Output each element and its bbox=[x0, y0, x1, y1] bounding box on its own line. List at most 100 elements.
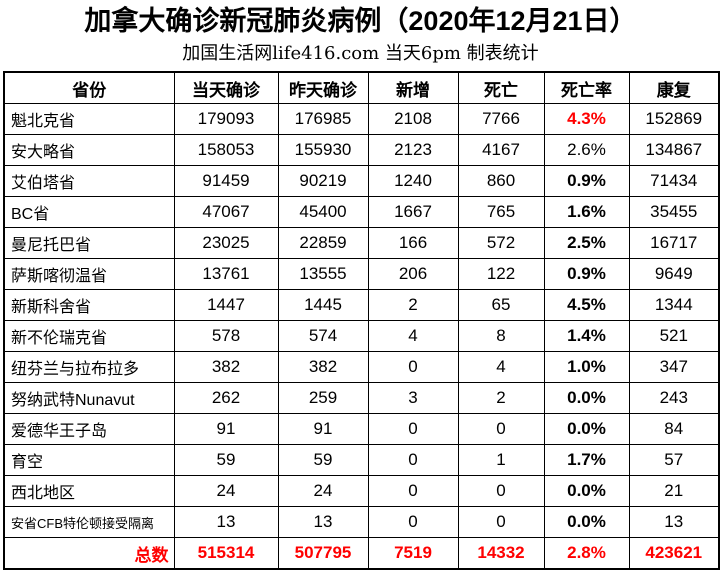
yesterday-confirmed-cell: 382 bbox=[277, 351, 369, 383]
today-confirmed-cell: 1447 bbox=[173, 289, 279, 321]
table-row: 曼尼托巴省 23025 22859 166 572 2.5% 16717 bbox=[3, 227, 720, 259]
death-rate-cell: 2.6% bbox=[543, 134, 630, 166]
province-cell: 西北地区 bbox=[3, 475, 175, 507]
table-body: 魁北克省 179093 176985 2108 7766 4.3% 152869 安大略省 15… bbox=[3, 103, 720, 570]
page-subtitle: 加国生活网life416.com 当天6pm 制表统计 bbox=[182, 43, 539, 64]
new-cases-cell: 1667 bbox=[367, 196, 459, 228]
today-confirmed-cell: 91459 bbox=[173, 165, 279, 197]
deaths-cell: 7766 bbox=[457, 103, 545, 135]
table-row: 纽芬兰与拉布拉多 382 382 0 4 1.0% 347 bbox=[3, 351, 720, 383]
total-today-confirmed-cell: 515314 bbox=[173, 537, 279, 570]
recovered-cell: 35455 bbox=[628, 196, 720, 228]
today-confirmed-cell: 179093 bbox=[173, 103, 279, 135]
yesterday-confirmed-cell: 259 bbox=[277, 382, 369, 414]
new-cases-cell: 2 bbox=[367, 289, 459, 321]
new-cases-cell: 166 bbox=[367, 227, 459, 259]
deaths-cell: 8 bbox=[457, 320, 545, 352]
province-cell: 安大略省 bbox=[3, 134, 175, 166]
table-row: 育空 59 59 0 1 1.7% 57 bbox=[3, 444, 720, 476]
today-confirmed-cell: 262 bbox=[173, 382, 279, 414]
deaths-cell: 572 bbox=[457, 227, 545, 259]
deaths-cell: 0 bbox=[457, 413, 545, 445]
recovered-cell: 71434 bbox=[628, 165, 720, 197]
province-cell: 安省CFB特伦顿接受隔离 bbox=[3, 506, 175, 538]
new-cases-cell: 0 bbox=[367, 351, 459, 383]
death-rate-cell: 4.5% bbox=[543, 289, 630, 321]
table-row: 艾伯塔省 91459 90219 1240 860 0.9% 71434 bbox=[3, 165, 720, 197]
table-row: 西北地区 24 24 0 0 0.0% 21 bbox=[3, 475, 720, 507]
column-header-today-confirmed: 当天确诊 bbox=[173, 71, 279, 104]
new-cases-cell: 0 bbox=[367, 475, 459, 507]
total-recovered-cell: 423621 bbox=[628, 537, 720, 570]
death-rate-cell: 1.4% bbox=[543, 320, 630, 352]
total-new-cases-cell: 7519 bbox=[367, 537, 459, 570]
new-cases-cell: 0 bbox=[367, 413, 459, 445]
province-cell: 爱德华王子岛 bbox=[3, 413, 175, 445]
column-header-province: 省份 bbox=[3, 71, 175, 104]
province-cell: 魁北克省 bbox=[3, 103, 175, 135]
death-rate-cell: 2.5% bbox=[543, 227, 630, 259]
recovered-cell: 16717 bbox=[628, 227, 720, 259]
new-cases-cell: 3 bbox=[367, 382, 459, 414]
total-row: 总数 515314 507795 7519 14332 2.8% 423621 bbox=[3, 537, 720, 570]
yesterday-confirmed-cell: 574 bbox=[277, 320, 369, 352]
deaths-cell: 765 bbox=[457, 196, 545, 228]
today-confirmed-cell: 23025 bbox=[173, 227, 279, 259]
province-cell: 纽芬兰与拉布拉多 bbox=[3, 351, 175, 383]
yesterday-confirmed-cell: 13555 bbox=[277, 258, 369, 290]
today-confirmed-cell: 578 bbox=[173, 320, 279, 352]
today-confirmed-cell: 13761 bbox=[173, 258, 279, 290]
recovered-cell: 347 bbox=[628, 351, 720, 383]
column-header-deaths: 死亡 bbox=[457, 71, 545, 104]
new-cases-cell: 206 bbox=[367, 258, 459, 290]
table-row: 安省CFB特伦顿接受隔离 13 13 0 0 0.0% 13 bbox=[3, 506, 720, 538]
death-rate-cell: 4.3% bbox=[543, 103, 630, 135]
total-deaths-cell: 14332 bbox=[457, 537, 545, 570]
new-cases-cell: 4 bbox=[367, 320, 459, 352]
yesterday-confirmed-cell: 155930 bbox=[277, 134, 369, 166]
death-rate-cell: 0.0% bbox=[543, 382, 630, 414]
province-cell: 努纳武特Nunavut bbox=[3, 382, 175, 414]
yesterday-confirmed-cell: 22859 bbox=[277, 227, 369, 259]
deaths-cell: 0 bbox=[457, 475, 545, 507]
province-cell: 曼尼托巴省 bbox=[3, 227, 175, 259]
column-header-death-rate: 死亡率 bbox=[543, 71, 630, 104]
recovered-cell: 521 bbox=[628, 320, 720, 352]
recovered-cell: 134867 bbox=[628, 134, 720, 166]
recovered-cell: 243 bbox=[628, 382, 720, 414]
table-row: 新不伦瑞克省 578 574 4 8 1.4% 521 bbox=[3, 320, 720, 352]
deaths-cell: 1 bbox=[457, 444, 545, 476]
total-label: 总数 bbox=[3, 537, 175, 570]
table-row: 安大略省 158053 155930 2123 4167 2.6% 134867 bbox=[3, 134, 720, 166]
recovered-cell: 9649 bbox=[628, 258, 720, 290]
today-confirmed-cell: 158053 bbox=[173, 134, 279, 166]
column-header-yesterday-confirmed: 昨天确诊 bbox=[277, 71, 369, 104]
death-rate-cell: 1.7% bbox=[543, 444, 630, 476]
death-rate-cell: 0.9% bbox=[543, 165, 630, 197]
yesterday-confirmed-cell: 59 bbox=[277, 444, 369, 476]
table-row: 魁北克省 179093 176985 2108 7766 4.3% 152869 bbox=[3, 103, 720, 135]
table-row: 爱德华王子岛 91 91 0 0 0.0% 84 bbox=[3, 413, 720, 445]
table-row: BC省 47067 45400 1667 765 1.6% 35455 bbox=[3, 196, 720, 228]
new-cases-cell: 0 bbox=[367, 444, 459, 476]
province-cell: 新不伦瑞克省 bbox=[3, 320, 175, 352]
death-rate-cell: 0.0% bbox=[543, 413, 630, 445]
table-row: 努纳武特Nunavut 262 259 3 2 0.0% 243 bbox=[3, 382, 720, 414]
province-cell: 萨斯喀彻温省 bbox=[3, 258, 175, 290]
column-header-new-cases: 新增 bbox=[367, 71, 459, 104]
yesterday-confirmed-cell: 91 bbox=[277, 413, 369, 445]
today-confirmed-cell: 13 bbox=[173, 506, 279, 538]
death-rate-cell: 1.6% bbox=[543, 196, 630, 228]
new-cases-cell: 2108 bbox=[367, 103, 459, 135]
yesterday-confirmed-cell: 1445 bbox=[277, 289, 369, 321]
page-title: 加拿大确诊新冠肺炎病例（2020年12月21日） bbox=[84, 6, 637, 36]
province-cell: 新斯科舍省 bbox=[3, 289, 175, 321]
deaths-cell: 4167 bbox=[457, 134, 545, 166]
death-rate-cell: 1.0% bbox=[543, 351, 630, 383]
death-rate-cell: 0.0% bbox=[543, 506, 630, 538]
recovered-cell: 21 bbox=[628, 475, 720, 507]
today-confirmed-cell: 59 bbox=[173, 444, 279, 476]
covid-stats-table: 省份 当天确诊 昨天确诊 新增 死亡 死亡率 康复 魁北克省 179093 176985 2108… bbox=[3, 71, 720, 570]
deaths-cell: 4 bbox=[457, 351, 545, 383]
today-confirmed-cell: 91 bbox=[173, 413, 279, 445]
